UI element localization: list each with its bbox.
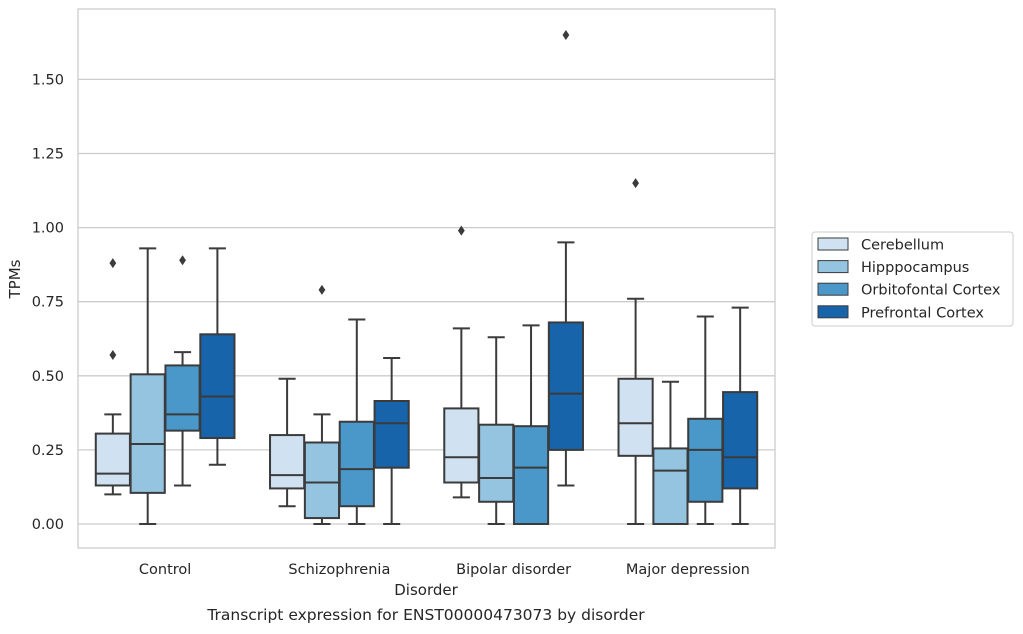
box-hipppocampus-1 — [303, 284, 341, 525]
box-prefrontal-cortex-3 — [722, 306, 759, 525]
iqr-box — [94, 432, 131, 487]
x-tick-label: Schizophrenia — [288, 562, 390, 578]
iqr-box — [338, 420, 375, 508]
iqr-box — [547, 321, 584, 451]
legend-swatch — [817, 282, 849, 296]
box-orbitofontal-cortex-1 — [338, 318, 375, 525]
figure-caption: Transcript expression for ENST0000047307… — [207, 606, 645, 624]
x-axis-label: Disorder — [394, 581, 458, 599]
box-hipppocampus-3 — [652, 380, 689, 525]
box-orbitofontal-cortex-2 — [512, 324, 550, 525]
outlier-point — [318, 284, 326, 295]
legend-label: Orbitofontal Cortex — [861, 283, 1001, 299]
box-hipppocampus-0 — [129, 247, 166, 525]
legend-label: Hipppocampus — [861, 260, 969, 276]
outlier-point — [562, 29, 570, 40]
x-tick-label: Bipolar disorder — [456, 562, 571, 578]
outlier-point — [109, 258, 117, 269]
y-tick-label: 0.50 — [32, 369, 64, 385]
legend-swatch — [817, 237, 849, 251]
iqr-box — [164, 364, 201, 432]
iqr-box — [478, 423, 515, 503]
y-tick-label: 0.25 — [32, 443, 64, 459]
legend-swatch — [817, 260, 849, 274]
box-series — [94, 29, 759, 525]
box-hipppocampus-2 — [478, 336, 515, 525]
iqr-box — [512, 425, 550, 525]
iqr-box — [129, 373, 166, 494]
iqr-box — [269, 434, 306, 490]
y-tick-label: 1.50 — [32, 72, 64, 88]
box-orbitofontal-cortex-0 — [164, 255, 201, 487]
iqr-box — [652, 447, 689, 525]
box-prefrontal-cortex-0 — [199, 247, 236, 466]
plot-area-frame — [77, 8, 776, 549]
y-axis-ticks: 0.00 0.25 0.50 0.75 1.00 1.25 1.50 — [32, 72, 64, 533]
iqr-box — [687, 417, 724, 503]
y-tick-label: 0.75 — [32, 295, 64, 311]
legend-label: Prefrontal Cortex — [861, 305, 984, 321]
x-axis-ticks: Control Schizophrenia Bipolar disorder Majo… — [139, 562, 750, 578]
box-cerebellum-0 — [94, 258, 131, 496]
legend-swatch — [817, 305, 849, 319]
outlier-point — [179, 255, 186, 266]
iqr-box — [617, 377, 654, 457]
outlier-point — [457, 225, 465, 236]
box-orbitofontal-cortex-3 — [687, 315, 724, 525]
y-tick-label: 1.25 — [32, 147, 64, 163]
iqr-box — [303, 441, 341, 520]
y-tick-label: 1.00 — [32, 221, 64, 237]
y-axis-label: TPMs — [6, 259, 24, 299]
y-tick-label: 0.00 — [32, 517, 64, 533]
box-cerebellum-3 — [617, 178, 654, 525]
x-tick-label: Major depression — [626, 562, 750, 578]
outlier-point — [632, 178, 639, 189]
legend: Cerebellum Hipppocampus Orbitofontal Corte… — [811, 231, 1014, 327]
outlier-point — [109, 350, 117, 361]
x-tick-label: Control — [139, 562, 191, 578]
iqr-box — [373, 399, 410, 469]
box-prefrontal-cortex-1 — [373, 357, 410, 525]
box-cerebellum-2 — [443, 225, 480, 499]
legend-label: Cerebellum — [861, 238, 944, 254]
box-cerebellum-1 — [269, 377, 306, 508]
iqr-box — [199, 333, 236, 440]
box-prefrontal-cortex-2 — [547, 29, 584, 487]
iqr-box — [443, 407, 480, 484]
legend-frame — [811, 231, 1014, 327]
iqr-box — [722, 391, 759, 490]
